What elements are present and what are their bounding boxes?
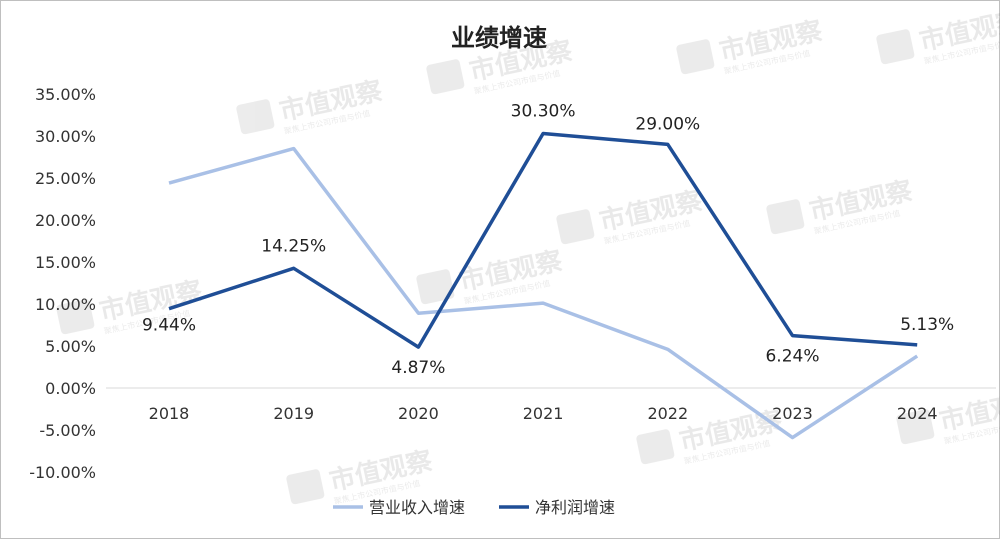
- x-tick-label: 2024: [897, 404, 938, 423]
- y-tick-label: 15.00%: [35, 253, 96, 272]
- watermark-logo-icon: [676, 39, 715, 75]
- watermark-logo-icon: [426, 59, 465, 95]
- x-tick-label: 2020: [398, 404, 439, 423]
- y-axis: 35.00% 30.00% 25.00% 20.00% 15.00% 10.00% 5.00…: [29, 85, 96, 482]
- legend: 营业收入增速 净利润增速: [333, 498, 615, 517]
- watermark-logo-icon: [236, 99, 275, 135]
- watermark-logo-icon: [636, 429, 675, 465]
- y-tick-label: 35.00%: [35, 85, 96, 104]
- chart-title: 业绩增速: [451, 24, 547, 52]
- x-tick-label: 2023: [772, 404, 813, 423]
- data-label: 4.87%: [391, 358, 445, 378]
- watermark-logo-icon: [286, 469, 325, 505]
- watermark-logo-icon: [416, 269, 455, 305]
- watermark-logo-icon: [556, 209, 595, 245]
- y-tick-label: 5.00%: [45, 337, 96, 356]
- y-tick-label: 20.00%: [35, 211, 96, 230]
- watermark-logo-icon: [766, 199, 805, 235]
- series-line-2: [168, 131, 918, 349]
- watermark-logo-icon: [56, 299, 95, 335]
- series-line-1: [168, 146, 919, 440]
- y-tick-label: 10.00%: [35, 295, 96, 314]
- y-tick-label: -5.00%: [39, 421, 96, 440]
- data-label: 14.25%: [261, 236, 326, 256]
- legend-label: 营业收入增速: [369, 498, 465, 517]
- data-label: 30.30%: [511, 101, 576, 121]
- watermark-layer: 市值观察聚焦上市公司市值与价值市值观察聚焦上市公司市值与价值市值观察聚焦上市公司…: [56, 5, 1000, 506]
- y-tick-label: 30.00%: [35, 127, 96, 146]
- y-tick-label: 25.00%: [35, 169, 96, 188]
- x-tick-label: 2018: [149, 404, 190, 423]
- legend-label: 净利润增速: [535, 498, 615, 517]
- x-tick-label: 2021: [523, 404, 564, 423]
- data-label: 5.13%: [900, 315, 954, 335]
- watermark-logo-icon: [896, 409, 935, 445]
- data-label: 29.00%: [635, 114, 700, 134]
- y-tick-label: -10.00%: [29, 463, 96, 482]
- x-tick-label: 2019: [273, 404, 314, 423]
- data-label-layer: 9.44% 14.25% 4.87% 30.30% 29.00% 6.24% 5.13%: [142, 101, 954, 378]
- y-tick-label: 0.00%: [45, 379, 96, 398]
- watermark-logo-icon: [876, 29, 915, 65]
- data-label: 9.44%: [142, 316, 196, 336]
- data-label: 6.24%: [765, 347, 819, 367]
- series-layer: [168, 131, 919, 440]
- x-tick-label: 2022: [647, 404, 688, 423]
- x-axis: 2018 2019 2020 2021 2022 2023 2024: [106, 387, 996, 423]
